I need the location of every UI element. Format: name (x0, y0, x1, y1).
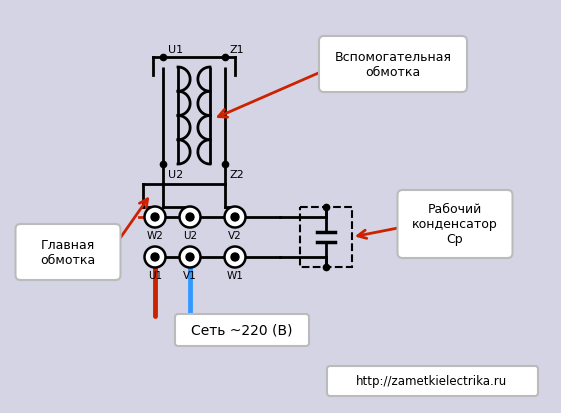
Text: Рабочий
конденсатор
Ср: Рабочий конденсатор Ср (412, 203, 498, 246)
Circle shape (224, 247, 246, 268)
FancyBboxPatch shape (398, 190, 513, 259)
FancyBboxPatch shape (175, 314, 309, 346)
Circle shape (151, 214, 159, 221)
Circle shape (180, 207, 200, 228)
Circle shape (224, 207, 246, 228)
Circle shape (151, 254, 159, 261)
Circle shape (231, 254, 239, 261)
Circle shape (231, 214, 239, 221)
Text: Вспомогательная
обмотка: Вспомогательная обмотка (334, 51, 452, 79)
Text: U1: U1 (148, 271, 162, 281)
Text: V1: V1 (183, 271, 197, 281)
Circle shape (145, 247, 165, 268)
FancyBboxPatch shape (327, 366, 538, 396)
Circle shape (186, 214, 194, 221)
Text: V2: V2 (228, 231, 242, 241)
Circle shape (180, 247, 200, 268)
FancyBboxPatch shape (319, 37, 467, 93)
Circle shape (145, 207, 165, 228)
Bar (300, 207, 352, 267)
Text: Z2: Z2 (230, 170, 245, 180)
FancyBboxPatch shape (16, 224, 121, 280)
Text: Z1: Z1 (230, 45, 245, 55)
Text: Сеть ~220 (В): Сеть ~220 (В) (191, 323, 293, 337)
Text: W2: W2 (146, 231, 163, 241)
Text: U2: U2 (183, 231, 197, 241)
Text: U1: U1 (168, 45, 183, 55)
Text: Главная
обмотка: Главная обмотка (40, 238, 95, 266)
Text: http://zametkielectrika.ru: http://zametkielectrika.ru (356, 375, 508, 387)
Text: W1: W1 (227, 271, 243, 281)
Circle shape (186, 254, 194, 261)
Text: U2: U2 (168, 170, 183, 180)
